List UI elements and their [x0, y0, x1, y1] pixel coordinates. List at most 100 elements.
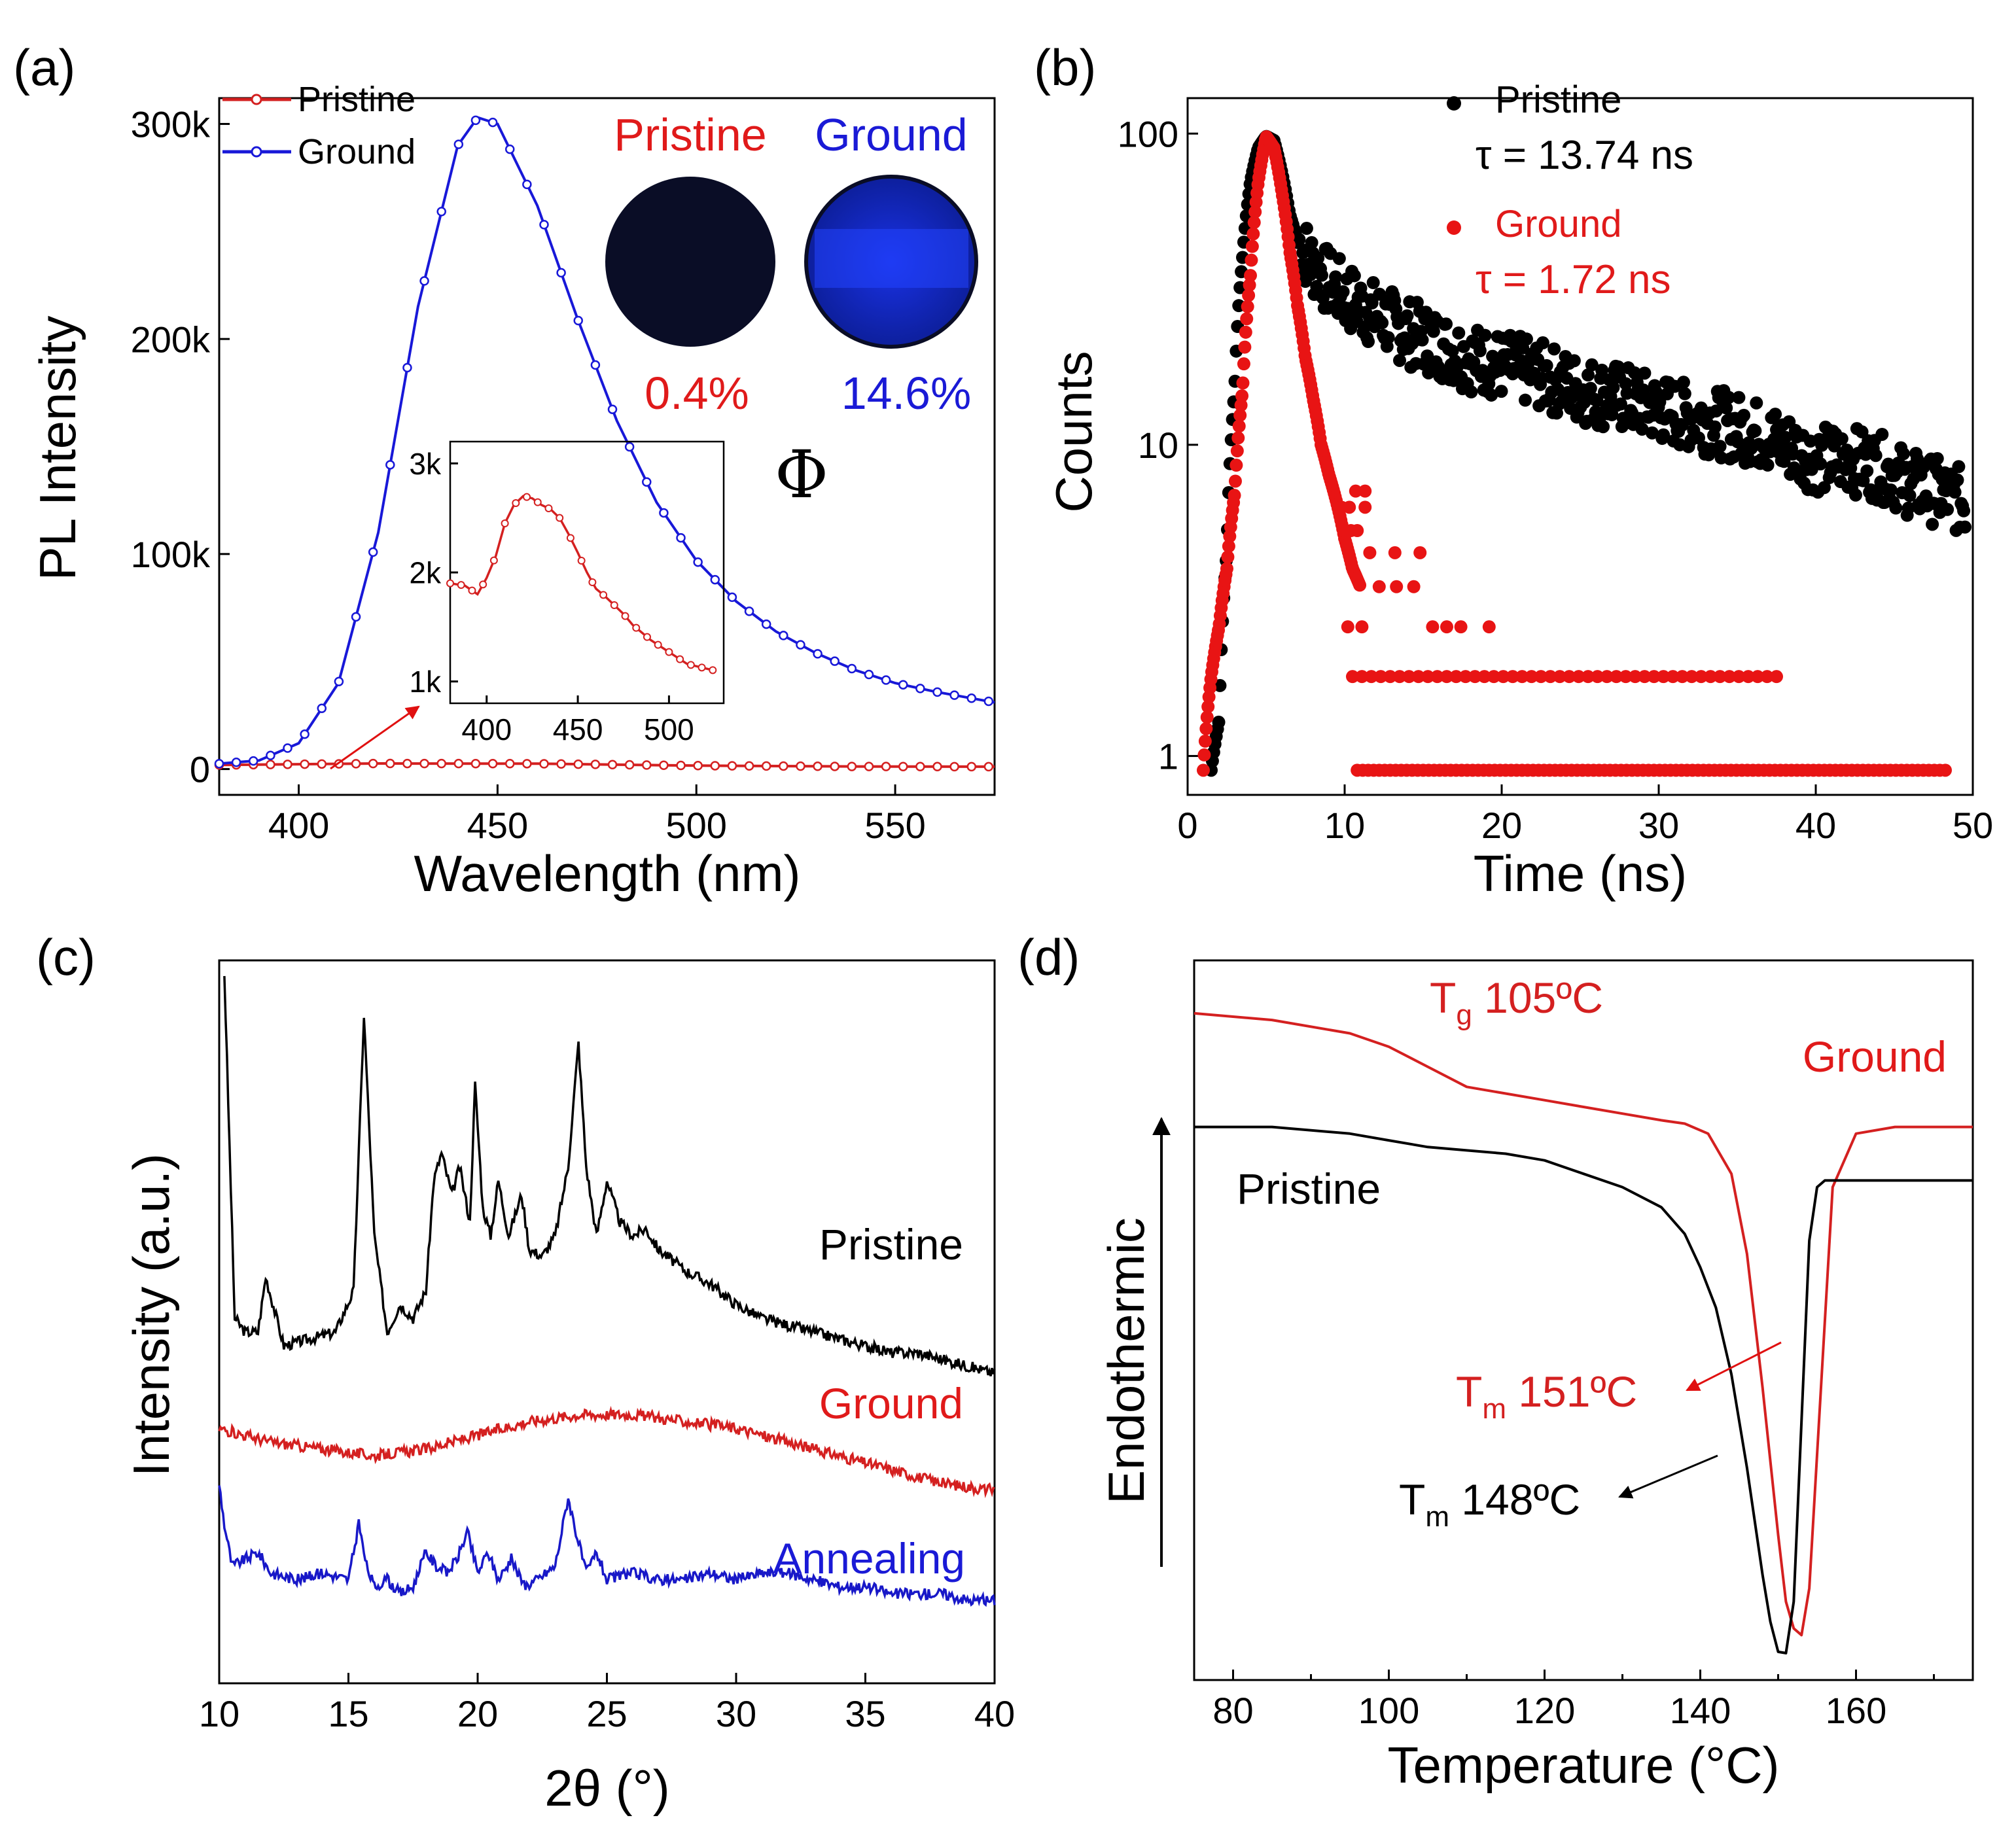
- data-point: [1241, 300, 1254, 313]
- panel-a-letter: (a): [13, 39, 75, 96]
- series-ground: [1197, 130, 1952, 777]
- panel-b-legend: Pristine τ = 13.74 ns Ground τ = 1.72 ns: [1447, 79, 1693, 302]
- annotation-tm-pristine: Tm 148ºC: [1399, 1475, 1580, 1533]
- panel-b-x-tick-label: 50: [1953, 805, 1993, 846]
- data-point: [1860, 464, 1874, 478]
- data-point: [1364, 670, 1378, 684]
- series-marker: [453, 139, 464, 149]
- inset-marker: [610, 601, 618, 609]
- series-marker: [402, 758, 412, 769]
- data-point: [1777, 455, 1791, 468]
- data-point: [1760, 670, 1774, 684]
- data-point: [1375, 316, 1389, 330]
- series-marker: [949, 762, 959, 772]
- data-point: [1201, 700, 1215, 714]
- series-marker: [864, 762, 874, 771]
- series-marker: [710, 574, 720, 585]
- inset-marker: [643, 633, 651, 641]
- series-marker: [368, 758, 378, 769]
- panel-b-x-tick-label: 20: [1481, 805, 1522, 846]
- series-marker: [727, 761, 737, 771]
- data-point: [1198, 734, 1212, 748]
- data-point: [1347, 269, 1361, 283]
- photo-label-ground: Ground: [815, 109, 967, 160]
- data-point: [1848, 488, 1862, 502]
- photo-label-pristine: Pristine: [614, 109, 766, 160]
- data-point: [1245, 253, 1258, 267]
- inset-marker: [654, 640, 662, 649]
- data-point: [1619, 377, 1633, 391]
- data-point: [1430, 670, 1444, 684]
- data-point: [1341, 620, 1354, 634]
- series-marker: [419, 276, 429, 286]
- data-point: [1316, 291, 1330, 305]
- data-point: [1591, 670, 1604, 684]
- panel-a-xlabel: Wavelength (nm): [414, 845, 801, 902]
- series-marker: [830, 656, 840, 666]
- series-marker: [522, 179, 532, 190]
- data-point: [1390, 580, 1404, 593]
- data-point: [1948, 485, 1962, 499]
- data-point: [1629, 670, 1642, 684]
- data-point: [1519, 332, 1533, 346]
- series-marker: [351, 612, 361, 622]
- data-point: [1247, 216, 1261, 230]
- data-point: [1440, 317, 1453, 331]
- series-marker: [573, 759, 583, 769]
- inset-marker: [479, 580, 487, 589]
- data-point: [1761, 458, 1775, 472]
- inset-marker: [512, 499, 520, 507]
- series-marker: [266, 750, 275, 761]
- panel-a-x-axis: 400 450 500 550: [268, 784, 926, 846]
- data-point: [1400, 309, 1414, 323]
- series-marker: [676, 533, 686, 543]
- series-marker: [983, 762, 994, 772]
- panel-a: (a) 400 450 500 550 0 100k 200k 300k Wavelengt…: [13, 39, 996, 902]
- data-point: [1240, 312, 1254, 326]
- data-point: [1487, 670, 1500, 684]
- series-marker: [368, 547, 378, 557]
- series-marker: [556, 759, 566, 769]
- inset-marker: [698, 663, 706, 672]
- data-point: [1199, 722, 1213, 735]
- panel-a-y-tick-label: 200k: [131, 319, 211, 360]
- data-point: [1869, 449, 1883, 463]
- series-marker: [249, 756, 258, 766]
- data-point: [1597, 420, 1610, 434]
- legend-ground-label: Ground: [298, 132, 416, 171]
- data-point: [1353, 578, 1367, 592]
- series-marker: [898, 680, 908, 690]
- data-point: [1459, 670, 1472, 684]
- series-marker: [915, 762, 925, 772]
- data-point: [1676, 376, 1690, 389]
- inset-marker: [523, 493, 531, 501]
- data-point: [1336, 285, 1350, 298]
- series-pristine: [1194, 1125, 1973, 1655]
- data-point: [1197, 748, 1211, 762]
- data-point: [1678, 387, 1691, 400]
- data-point: [1358, 484, 1372, 498]
- legend-pristine-label: Pristine: [1495, 79, 1621, 121]
- data-point: [1305, 236, 1318, 249]
- panel-c-x-tick-label: 35: [845, 1693, 885, 1734]
- inset-marker: [686, 661, 695, 669]
- qy-ground: 14.6%: [841, 368, 971, 419]
- data-point: [1751, 670, 1765, 684]
- label-pristine: Pristine: [819, 1220, 963, 1269]
- data-point: [1595, 363, 1609, 377]
- panel-b-y-tick-label: 10: [1138, 425, 1178, 466]
- ground-tau: τ = 1.72 ns: [1476, 257, 1671, 302]
- data-point: [1547, 342, 1561, 356]
- series-marker: [334, 676, 344, 687]
- data-point: [1355, 670, 1369, 684]
- data-point: [1896, 447, 1910, 461]
- series-marker: [983, 696, 994, 707]
- inset-marker: [577, 557, 586, 565]
- data-point: [1362, 335, 1375, 349]
- data-point: [1657, 670, 1671, 684]
- data-point: [1941, 502, 1954, 516]
- data-point: [1366, 276, 1380, 290]
- series-marker: [813, 649, 822, 659]
- panel-c-xlabel: 2θ (°): [544, 1759, 670, 1817]
- panel-a-x-tick-label: 500: [666, 805, 727, 846]
